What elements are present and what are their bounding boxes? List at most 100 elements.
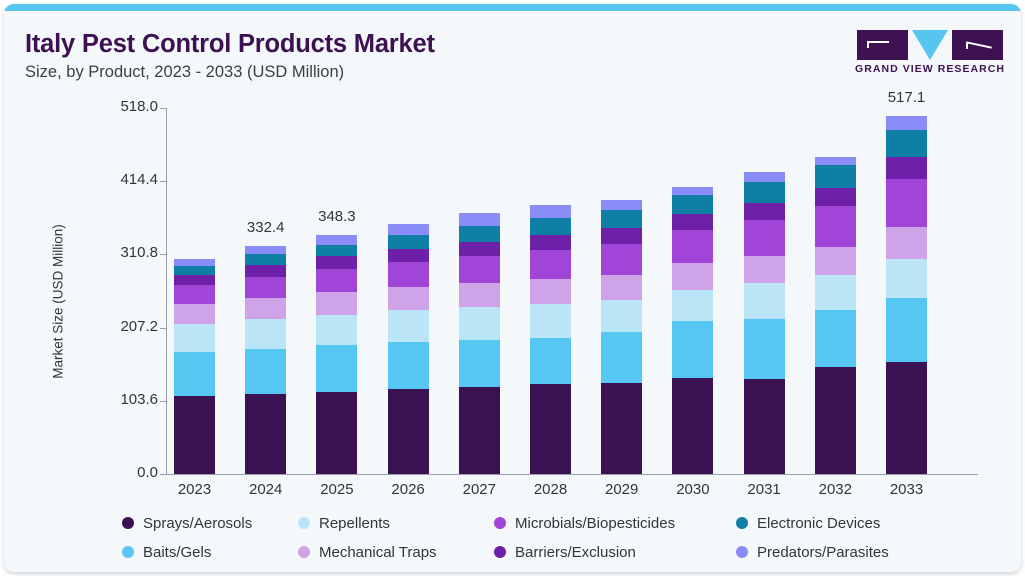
bar-segment[interactable] (174, 285, 215, 305)
legend-item[interactable]: Mechanical Traps (298, 541, 437, 563)
bar-segment[interactable] (245, 298, 287, 320)
legend-item[interactable]: Repellents (298, 512, 390, 534)
bar-segment[interactable] (672, 289, 714, 322)
bar-segment[interactable] (316, 392, 358, 474)
bar-segment[interactable] (530, 303, 571, 338)
bar-segment[interactable] (601, 300, 643, 332)
bar-segment[interactable] (530, 204, 571, 218)
bar-segment[interactable] (814, 366, 856, 474)
bar-segment[interactable] (316, 235, 358, 246)
bar-segment[interactable] (316, 315, 358, 346)
bar-segment[interactable] (245, 394, 287, 474)
bar-segment[interactable] (387, 262, 429, 287)
bar-stack[interactable] (387, 223, 429, 474)
bar-segment[interactable] (174, 266, 215, 275)
bar-segment[interactable] (886, 156, 927, 179)
bar-segment[interactable] (743, 181, 785, 203)
bar-segment[interactable] (316, 245, 358, 257)
legend-item[interactable]: Sprays/Aerosols (122, 512, 252, 534)
bar-segment[interactable] (814, 206, 856, 248)
bar-segment[interactable] (886, 361, 927, 474)
bar-segment[interactable] (672, 321, 714, 378)
bar-segment[interactable] (601, 199, 643, 210)
bar-segment[interactable] (530, 279, 571, 304)
bar-group[interactable] (316, 108, 358, 474)
bar-group[interactable] (672, 108, 714, 474)
bar-segment[interactable] (672, 194, 714, 215)
bar-segment[interactable] (601, 209, 643, 229)
bar-segment[interactable] (672, 186, 714, 195)
bar-segment[interactable] (458, 340, 500, 388)
bar-segment[interactable] (814, 275, 856, 311)
bar-stack[interactable] (458, 213, 500, 474)
bar-segment[interactable] (174, 324, 215, 353)
bar-group[interactable] (387, 108, 429, 474)
bar-segment[interactable] (245, 348, 287, 395)
bar-segment[interactable] (886, 115, 927, 130)
bar-segment[interactable] (743, 256, 785, 284)
bar-stack[interactable] (814, 156, 856, 474)
bar-stack[interactable] (601, 199, 643, 474)
bar-segment[interactable] (245, 246, 287, 255)
bar-segment[interactable] (743, 202, 785, 220)
bar-segment[interactable] (743, 379, 785, 474)
bar-segment[interactable] (530, 337, 571, 385)
bar-segment[interactable] (672, 230, 714, 264)
bar-stack[interactable] (743, 172, 785, 474)
bar-group[interactable] (886, 108, 927, 474)
bar-segment[interactable] (316, 269, 358, 293)
bar-segment[interactable] (387, 286, 429, 311)
bar-segment[interactable] (601, 274, 643, 301)
bar-group[interactable] (174, 108, 215, 474)
bar-segment[interactable] (174, 352, 215, 397)
bar-segment[interactable] (743, 219, 785, 257)
bar-segment[interactable] (886, 298, 927, 362)
bar-segment[interactable] (316, 345, 358, 393)
bar-group[interactable] (458, 108, 500, 474)
bar-segment[interactable] (601, 332, 643, 383)
bar-segment[interactable] (672, 263, 714, 290)
bar-segment[interactable] (814, 247, 856, 276)
legend-item[interactable]: Microbials/Biopesticides (494, 512, 675, 534)
bar-segment[interactable] (174, 396, 215, 474)
bar-segment[interactable] (387, 234, 429, 249)
bar-segment[interactable] (743, 283, 785, 320)
bar-segment[interactable] (458, 242, 500, 257)
bar-segment[interactable] (316, 292, 358, 316)
bar-group[interactable] (245, 108, 287, 474)
bar-segment[interactable] (743, 319, 785, 380)
bar-segment[interactable] (886, 129, 927, 157)
bar-segment[interactable] (601, 228, 643, 244)
bar-segment[interactable] (530, 250, 571, 280)
bar-segment[interactable] (672, 214, 714, 231)
bar-segment[interactable] (458, 307, 500, 341)
bar-segment[interactable] (672, 377, 714, 474)
bar-segment[interactable] (886, 178, 927, 227)
bar-segment[interactable] (530, 235, 571, 251)
bar-group[interactable] (743, 108, 785, 474)
bar-segment[interactable] (387, 248, 429, 263)
bar-segment[interactable] (458, 256, 500, 284)
bar-segment[interactable] (530, 217, 571, 236)
bar-stack[interactable] (530, 204, 571, 474)
bar-stack[interactable] (886, 115, 927, 474)
bar-segment[interactable] (601, 382, 643, 474)
bar-segment[interactable] (174, 304, 215, 325)
bar-segment[interactable] (458, 226, 500, 243)
bar-stack[interactable] (174, 258, 215, 474)
bar-stack[interactable] (316, 235, 358, 474)
bar-group[interactable] (530, 108, 571, 474)
legend-item[interactable]: Electronic Devices (736, 512, 880, 534)
bar-segment[interactable] (245, 254, 287, 265)
bar-segment[interactable] (387, 341, 429, 389)
bar-segment[interactable] (245, 276, 287, 299)
legend-item[interactable]: Predators/Parasites (736, 541, 889, 563)
bar-segment[interactable] (245, 319, 287, 349)
bar-segment[interactable] (387, 310, 429, 342)
legend-item[interactable]: Baits/Gels (122, 541, 211, 563)
bar-segment[interactable] (387, 388, 429, 474)
bar-segment[interactable] (886, 226, 927, 259)
bar-segment[interactable] (601, 243, 643, 275)
bar-segment[interactable] (458, 283, 500, 308)
bar-segment[interactable] (174, 258, 215, 267)
